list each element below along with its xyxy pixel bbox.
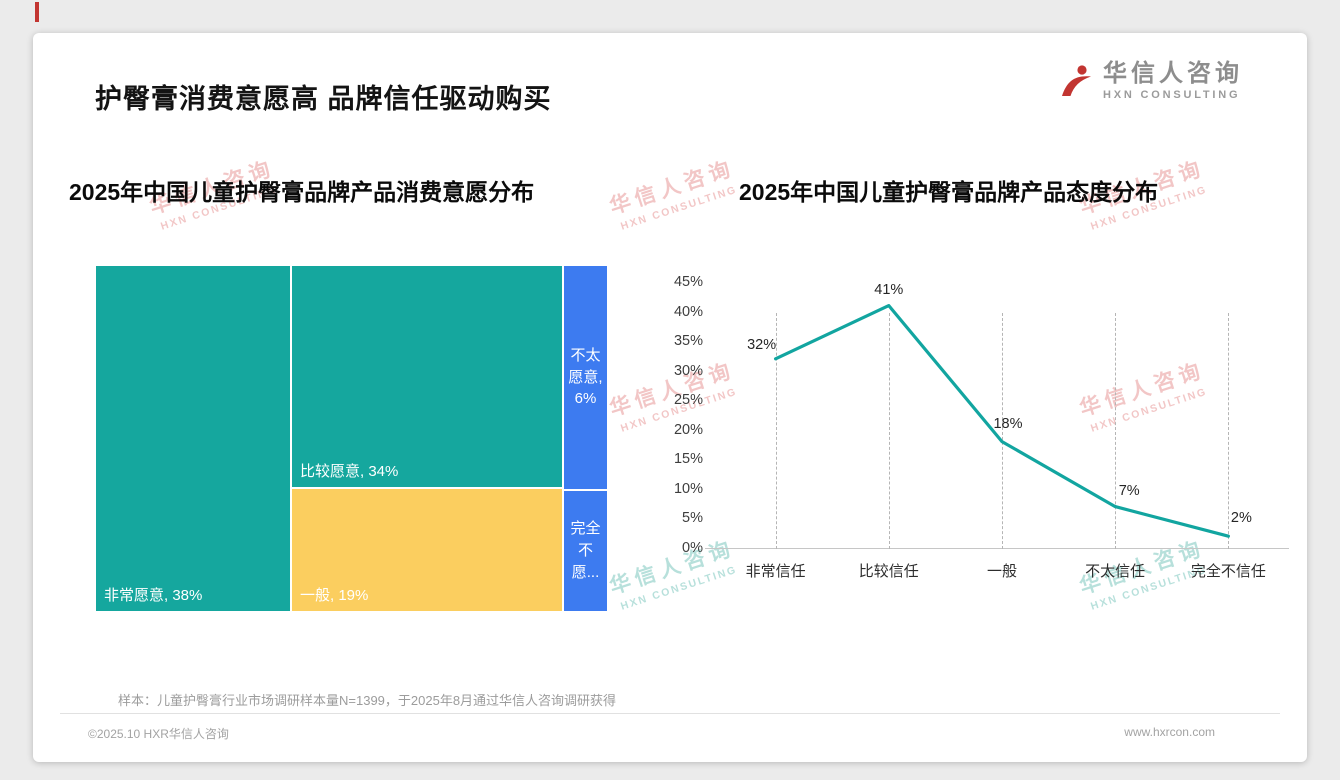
data-point-label: 2% bbox=[1230, 510, 1252, 527]
y-axis-tick-label: 35% bbox=[673, 333, 703, 350]
footer-divider bbox=[60, 713, 1280, 714]
treemap-segment-label: 一般, 19% bbox=[300, 587, 369, 604]
data-point-label: 7% bbox=[1118, 482, 1140, 499]
treemap-segment-label: 比较愿意, 34% bbox=[300, 463, 399, 480]
x-axis-line bbox=[705, 548, 1289, 549]
y-axis-tick-label: 10% bbox=[673, 480, 703, 497]
y-axis-tick-label: 20% bbox=[673, 421, 703, 438]
hxn-logo-name-en: HXN CONSULTING bbox=[1103, 89, 1241, 102]
page-title: 护臀膏消费意愿高 品牌信任驱动购买 bbox=[95, 84, 552, 114]
vertical-gridline bbox=[1115, 313, 1117, 549]
category-label: 一般 bbox=[986, 563, 1017, 580]
category-label: 非常信任 bbox=[745, 563, 806, 580]
treemap-segment-label: 不太愿意, 6% bbox=[568, 346, 603, 408]
treemap-chart: 非常愿意, 38% 比较愿意, 34% 一般, 19% 不太愿意, 6% 完全不… bbox=[95, 265, 608, 612]
footer-website: www.hxrcon.com bbox=[1124, 725, 1215, 739]
y-axis-tick-label: 25% bbox=[673, 392, 703, 409]
trend-line bbox=[773, 304, 1230, 538]
y-axis-tick-label: 45% bbox=[673, 274, 703, 290]
category-label: 比较信任 bbox=[858, 563, 919, 580]
data-point-label: 32% bbox=[747, 336, 777, 353]
treemap-segment-fairly-willing: 比较愿意, 34% bbox=[291, 265, 563, 488]
slide-card: 护臀膏消费意愿高 品牌信任驱动购买 华信人咨询 HXN CONSULTING 2… bbox=[33, 33, 1307, 762]
hxn-logo-icon bbox=[1062, 65, 1091, 97]
line-chart: 45% 40% 35% 30% 25% 20% 15% 10% 5% 0% 非常信任 比较信任 一般 不太… bbox=[633, 273, 1307, 603]
page-accent-mark bbox=[35, 2, 39, 22]
hxn-logo: 华信人咨询 HXN CONSULTING bbox=[1058, 60, 1243, 102]
data-point-label: 41% bbox=[874, 281, 904, 298]
category-label: 不太信任 bbox=[1085, 563, 1146, 580]
y-axis-tick-label: 40% bbox=[673, 303, 703, 320]
vertical-gridline bbox=[1228, 313, 1230, 549]
y-axis-tick-label: 30% bbox=[673, 362, 703, 379]
vertical-gridline bbox=[1002, 313, 1003, 549]
treemap-segment-not-willing: 不太愿意, 6% bbox=[563, 265, 608, 490]
treemap-segment-very-willing: 非常愿意, 38% bbox=[95, 265, 291, 612]
right-chart-title: 2025年中国儿童护臀膏品牌产品态度分布 bbox=[739, 179, 1159, 205]
y-axis-tick-label: 5% bbox=[682, 510, 703, 527]
category-label: 完全不信任 bbox=[1190, 563, 1266, 580]
treemap-segment-not-willing-at-all: 完全不愿... bbox=[563, 490, 608, 612]
y-axis-tick-label: 15% bbox=[673, 451, 703, 468]
hxn-logo-text: 华信人咨询 HXN CONSULTING bbox=[1103, 60, 1243, 102]
treemap-segment-neutral: 一般, 19% bbox=[291, 488, 563, 612]
treemap-segment-label: 完全不愿... bbox=[570, 520, 601, 581]
vertical-gridline bbox=[775, 313, 777, 549]
data-point-label: 18% bbox=[993, 415, 1023, 432]
vertical-gridline bbox=[888, 313, 890, 549]
hxn-logo-name-cn: 华信人咨询 bbox=[1103, 60, 1243, 87]
y-axis-tick-label: 0% bbox=[682, 540, 703, 556]
left-chart-title: 2025年中国儿童护臀膏品牌产品消费意愿分布 bbox=[69, 179, 535, 205]
treemap-segment-label: 非常愿意, 38% bbox=[104, 587, 203, 604]
footer-copyright: ©2025.10 HXR华信人咨询 bbox=[88, 727, 229, 741]
sample-note: 样本：儿童护臀膏行业市场调研样本量N=1399，于2025年8月通过华信人咨询调… bbox=[118, 693, 617, 708]
